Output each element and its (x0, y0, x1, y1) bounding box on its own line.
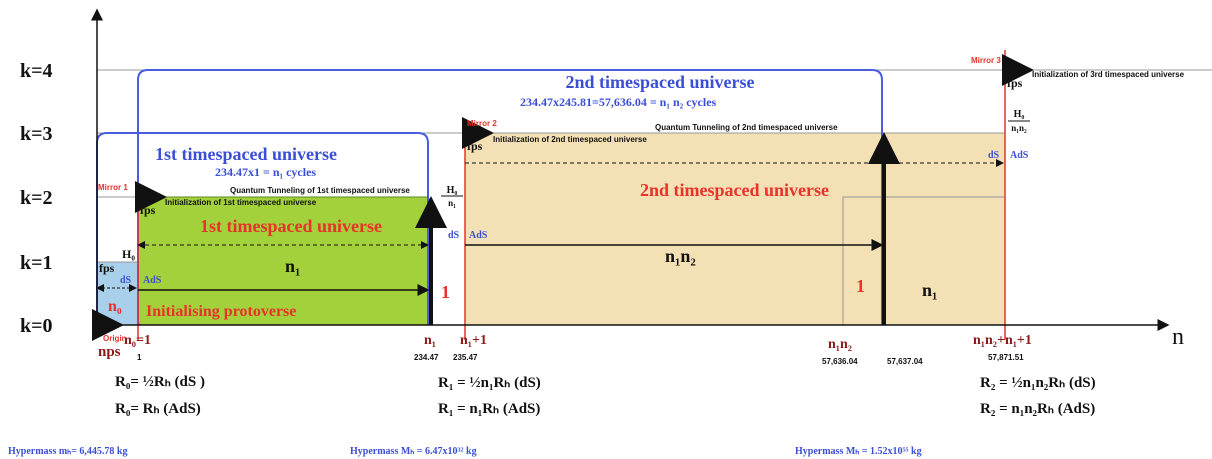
equation: R₂ = ½n₁n₂Rₕ (dS) (980, 375, 1096, 391)
note: Initialization of 3rd timespaced univers… (1032, 70, 1185, 79)
k-label: k=1 (20, 252, 53, 274)
h0: H₀ (122, 247, 135, 261)
fps: fps (140, 203, 156, 217)
ads: AdS (469, 230, 488, 241)
ds: dS (120, 275, 132, 286)
tick-note: Origin (103, 334, 127, 343)
regions (96, 132, 1006, 326)
region-label: 1st timespaced universe (200, 216, 382, 236)
title: 1st timespaced universe (155, 144, 337, 164)
tick: n₁ (424, 333, 436, 348)
note: Quantum Tunneling of 2nd timespaced univ… (655, 123, 838, 132)
subtitle: 234.47x1 = n₁ cycles (215, 165, 316, 179)
fps: fps (467, 139, 483, 153)
title: 2nd timespaced universe (566, 72, 755, 92)
fraction-den: n₁n₂ (1011, 123, 1027, 133)
hypermass: Hypermass Mₕ = 1.52x10⁵⁵ kg (795, 446, 922, 457)
tick-value: 234.47 (414, 353, 439, 362)
note: Quantum Tunneling of 1st timespaced univ… (230, 186, 410, 195)
equation: R₁ = n₁Rₕ (AdS) (438, 401, 540, 417)
arrows (91, 8, 1170, 341)
tick-value: 1 (137, 353, 142, 362)
n-label: n₁n₂ (665, 246, 696, 266)
one: 1 (441, 282, 450, 302)
tick-value: 235.47 (453, 353, 478, 362)
mirror-lines (137, 50, 1006, 340)
equation: R₁ = ½n₁Rₕ (dS) (438, 375, 541, 391)
hypermass: Hypermass mₕ= 6,445.78 kg Hypermass Mₕ =… (8, 446, 922, 457)
axis-ticks: Origin nps n₀=1 1 n₁ n₁+1 234.47 235.47 … (98, 333, 1032, 366)
k-label: k=2 (20, 187, 53, 209)
ads: AdS (143, 275, 162, 286)
mirror-label: Mirror 2 (467, 119, 497, 128)
hypermass: Hypermass mₕ= 6,445.78 kg (8, 446, 127, 457)
tan-region (464, 132, 1006, 326)
n-label: n₁ (922, 280, 937, 300)
equation: R₂ = n₁n₂Rₕ (AdS) (980, 401, 1095, 417)
fraction-den: n₁ (448, 198, 456, 208)
ds: dS (988, 150, 1000, 161)
ds: dS (448, 230, 460, 241)
n-label: n₁ (285, 256, 300, 276)
k-label: k=0 (20, 315, 53, 337)
tick-value: 57,637.04 (887, 357, 923, 366)
k-label: k=3 (20, 123, 53, 145)
fps: fps (1007, 76, 1023, 90)
tick: n₁n₂ (828, 337, 852, 352)
region-label: Initialising protoverse (146, 303, 296, 320)
second-universe-outline (137, 69, 883, 325)
x-label: n (1172, 324, 1184, 350)
one: 1 (856, 276, 865, 296)
note: Initialization of 2nd timespaced univers… (493, 135, 647, 144)
equation: R₀= Rₕ (AdS) (115, 401, 201, 417)
equation: R₀= ½Rₕ (dS ) (115, 374, 205, 390)
region-label: 2nd timespaced universe (640, 180, 829, 200)
tick: n₁+1 (460, 333, 487, 348)
fps: fps (99, 261, 115, 275)
k-label: k=4 (20, 60, 53, 82)
tick-value: 57,636.04 (822, 357, 858, 366)
hypermass: Hypermass Mₕ = 6.47x10³² kg (350, 446, 477, 457)
annotations: 2nd timespaced universe 234.47x245.81=57… (98, 56, 1185, 320)
mirror-label: Mirror 1 (98, 183, 128, 192)
mirror-label: Mirror 3 (971, 56, 1001, 65)
ads: AdS (1010, 150, 1029, 161)
tick-value: 57,871.51 (988, 353, 1024, 362)
n0: n₀ (108, 298, 122, 315)
tick: nps (98, 344, 121, 360)
fraction-num: H₀ (1014, 109, 1025, 120)
equations: R₀= ½Rₕ (dS ) R₀= Rₕ (AdS) R₁ = ½n₁Rₕ (d… (115, 374, 1096, 417)
fraction-num: H₀ (447, 185, 458, 196)
note: Initialization of 1st timespaced univers… (165, 198, 317, 207)
tick: n₀=1 (124, 333, 151, 348)
subtitle: 234.47x245.81=57,636.04 = n₁ n₂ cycles (520, 95, 717, 109)
y-labels: k=4 k=3 k=2 k=1 k=0 n (20, 60, 1184, 350)
tick: n₁n₂+n₁+1 (973, 333, 1032, 348)
